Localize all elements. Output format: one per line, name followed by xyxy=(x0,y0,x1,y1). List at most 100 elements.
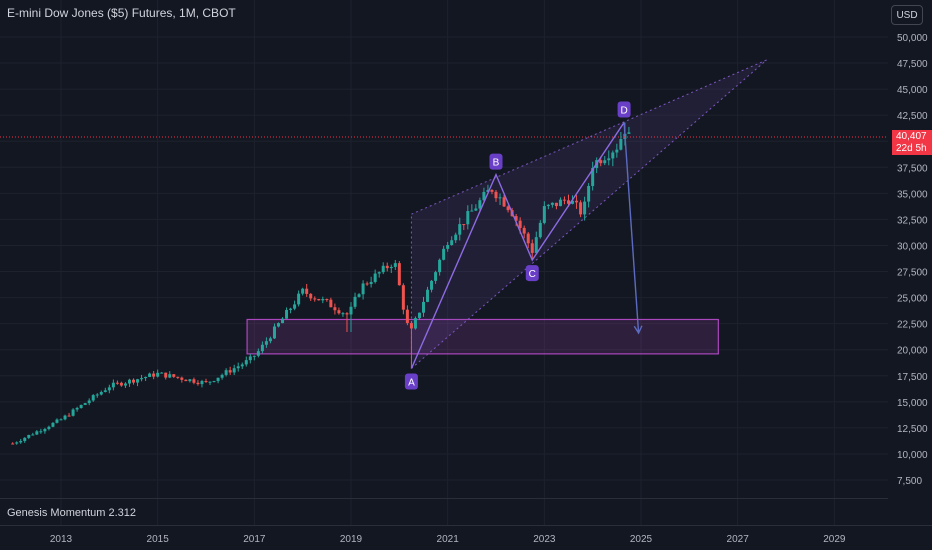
candle-body xyxy=(530,243,534,253)
candle-body xyxy=(309,293,313,299)
candle-body xyxy=(152,373,156,377)
candle-body xyxy=(51,422,55,427)
candle-body xyxy=(168,374,172,378)
candle-body xyxy=(313,298,317,300)
candle-body xyxy=(127,379,131,384)
candle-body xyxy=(301,288,305,294)
last-price-tag: 40,407 22d 5h xyxy=(892,130,932,155)
candle-body xyxy=(554,202,558,207)
candle-body xyxy=(462,224,466,226)
candle-body xyxy=(591,168,595,186)
candle-body xyxy=(140,378,144,380)
candle-body xyxy=(240,364,244,367)
pattern-point-d: D xyxy=(620,105,627,116)
pattern-point-c: C xyxy=(529,269,536,280)
candle-body xyxy=(91,395,95,401)
y-axis-label: 25,000 xyxy=(897,294,928,305)
candle-body xyxy=(611,152,615,159)
candle-body xyxy=(575,200,579,203)
candle-body xyxy=(148,373,152,377)
candle-body xyxy=(333,307,337,311)
pattern-point-b: B xyxy=(493,158,500,169)
candle-body xyxy=(450,240,454,246)
candle-body xyxy=(55,419,59,423)
pattern-point-d-badge xyxy=(617,101,631,118)
x-axis-label: 2017 xyxy=(243,534,266,545)
candle-body xyxy=(349,306,353,315)
y-axis-label: 42,500 xyxy=(897,111,928,122)
candle-body xyxy=(401,285,405,310)
candle-body xyxy=(494,191,498,199)
candle-body xyxy=(83,403,87,405)
candle-body xyxy=(413,318,417,329)
candle-body xyxy=(317,299,321,301)
candle-body xyxy=(542,206,546,223)
candle-body xyxy=(442,248,446,260)
candle-body xyxy=(454,234,458,241)
candle-body xyxy=(619,139,623,150)
candle-body xyxy=(325,299,329,301)
candle-body xyxy=(357,294,361,297)
channel-lower-line xyxy=(411,59,767,369)
candle-body xyxy=(244,360,248,365)
candle-body xyxy=(514,216,518,221)
candle-body xyxy=(272,326,276,339)
candle-body xyxy=(236,366,240,369)
harmonic-pattern-line xyxy=(410,122,625,369)
candle-body xyxy=(377,272,381,274)
candle-body xyxy=(558,199,562,207)
candle-body xyxy=(506,206,510,211)
candle-body xyxy=(103,390,107,392)
indicator-legend[interactable]: Genesis Momentum 2.312 xyxy=(7,507,137,519)
candle-body xyxy=(285,309,289,319)
candle-body xyxy=(579,202,583,215)
candle-body xyxy=(474,208,478,211)
currency-button[interactable]: USD xyxy=(891,5,923,25)
candle-body xyxy=(518,220,522,228)
candle-body xyxy=(256,351,260,356)
symbol-title[interactable]: E-mini Dow Jones ($5) Futures, 1M, CBOT xyxy=(7,6,236,20)
candle-body xyxy=(208,381,212,383)
candle-body xyxy=(466,211,470,225)
candle-body xyxy=(417,312,421,319)
candle-body xyxy=(27,434,31,438)
x-axis-label: 2025 xyxy=(630,534,653,545)
x-axis-label: 2021 xyxy=(437,534,460,545)
candle-body xyxy=(115,382,119,384)
candle-body xyxy=(164,372,168,378)
candle-body xyxy=(438,259,442,273)
y-axis-label: 17,500 xyxy=(897,372,928,383)
candle-body xyxy=(353,296,357,307)
candle-body xyxy=(156,372,160,377)
candle-body xyxy=(458,224,462,235)
last-price-value: 40,407 xyxy=(896,131,927,142)
candle-body xyxy=(200,381,204,385)
candle-body xyxy=(599,160,603,164)
candle-body xyxy=(15,442,19,444)
candle-body xyxy=(321,299,325,301)
candle-body xyxy=(212,381,216,383)
support-zone xyxy=(246,318,719,355)
candle-body xyxy=(430,280,434,290)
candle-body xyxy=(196,382,200,385)
candle-body xyxy=(434,272,438,281)
candle-body xyxy=(144,376,148,379)
y-axis-label: 30,000 xyxy=(897,241,928,252)
candle-body xyxy=(268,338,272,342)
x-axis-label: 2029 xyxy=(823,534,846,545)
pattern-point-a: A xyxy=(408,377,415,388)
y-axis-label: 32,500 xyxy=(897,215,928,226)
candle-body xyxy=(95,394,99,396)
candle-body xyxy=(422,301,425,313)
candle-body xyxy=(232,368,236,373)
candle-body xyxy=(132,379,135,383)
candle-body xyxy=(397,263,401,286)
candle-body xyxy=(184,379,188,382)
projection-line xyxy=(623,122,640,334)
candle-body xyxy=(204,381,208,383)
candle-body xyxy=(393,263,397,267)
candle-body xyxy=(365,283,369,285)
candle-body xyxy=(293,304,297,309)
